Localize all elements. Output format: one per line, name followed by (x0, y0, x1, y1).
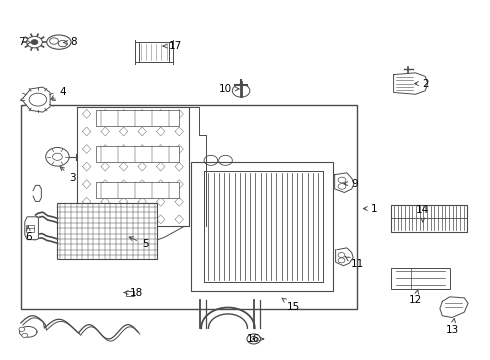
Bar (125, 291, 134, 296)
Circle shape (31, 40, 38, 45)
Text: 18: 18 (124, 288, 144, 297)
Bar (97, 146, 179, 162)
Text: 16: 16 (247, 334, 264, 344)
Bar (391, 205, 466, 232)
Text: 14: 14 (416, 205, 429, 222)
Circle shape (247, 334, 261, 344)
Text: 15: 15 (282, 298, 300, 312)
Text: 17: 17 (163, 41, 182, 51)
Polygon shape (33, 185, 41, 202)
Text: 6: 6 (25, 226, 31, 242)
Text: 8: 8 (64, 37, 77, 48)
Text: 3: 3 (60, 167, 75, 183)
Text: 10: 10 (219, 84, 239, 94)
Circle shape (19, 327, 25, 332)
Bar (21, 105, 357, 309)
Ellipse shape (47, 35, 71, 49)
Bar (97, 111, 179, 126)
Text: 12: 12 (409, 289, 422, 305)
Text: 2: 2 (415, 78, 429, 89)
Bar (26, 225, 33, 232)
Circle shape (252, 338, 255, 340)
Text: 9: 9 (344, 179, 358, 189)
Bar (391, 267, 450, 289)
Circle shape (250, 337, 257, 342)
Circle shape (27, 36, 42, 48)
Text: 7: 7 (19, 37, 31, 48)
Bar (192, 162, 333, 291)
Circle shape (22, 333, 28, 338)
Bar (139, 42, 169, 62)
Circle shape (232, 84, 250, 97)
Polygon shape (393, 73, 428, 94)
Bar (57, 203, 157, 258)
Ellipse shape (46, 148, 69, 166)
Text: 1: 1 (364, 203, 377, 213)
Polygon shape (440, 297, 468, 318)
Bar (97, 182, 179, 198)
Polygon shape (336, 248, 353, 266)
Polygon shape (21, 87, 50, 112)
Text: 13: 13 (445, 319, 459, 335)
Text: 4: 4 (51, 87, 66, 99)
Text: 5: 5 (129, 237, 148, 249)
Polygon shape (335, 173, 354, 193)
Polygon shape (25, 217, 38, 240)
Text: 11: 11 (345, 257, 364, 269)
